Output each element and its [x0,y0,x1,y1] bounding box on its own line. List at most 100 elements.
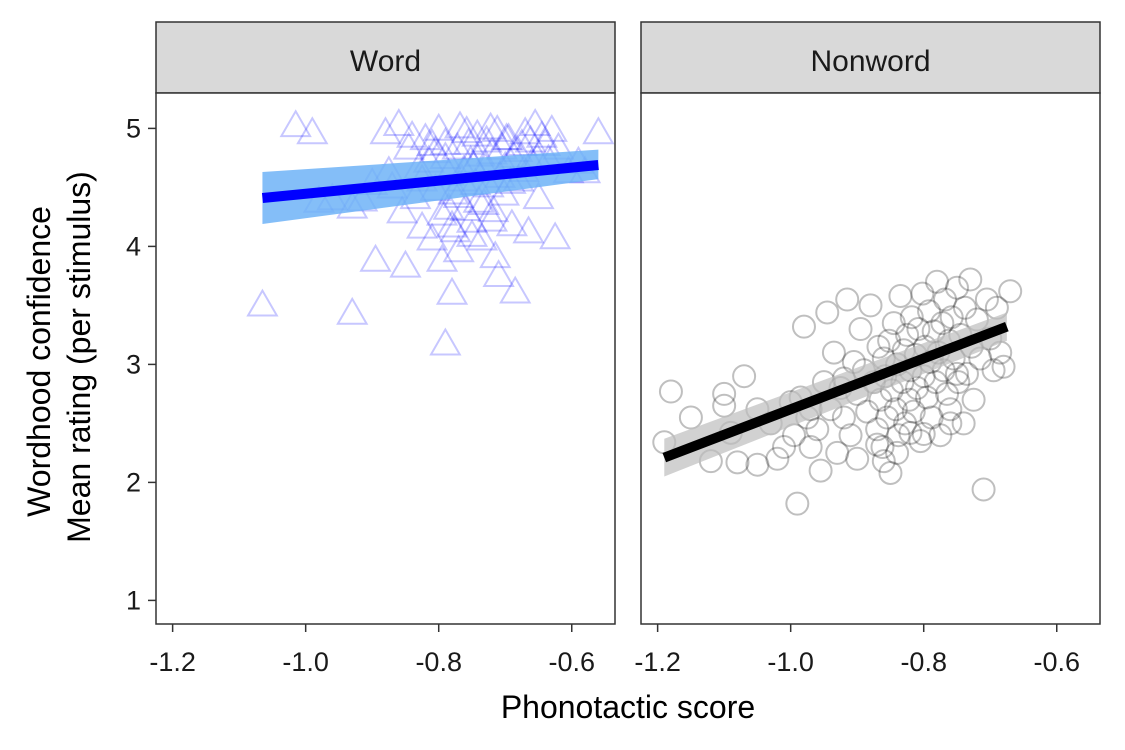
x-axis-title: Phonotactic score [501,689,755,725]
data-point [441,131,474,160]
data-point [422,112,455,141]
data-point [765,446,790,471]
data-point [443,110,477,139]
data-point [855,399,880,424]
data-point [432,191,465,220]
data-point [885,440,910,465]
data-point [465,222,499,251]
data-point [917,299,942,324]
data-point [535,113,568,142]
data-point [785,491,810,516]
data-point [938,397,963,422]
y-axis-title-line-1: Wordhood confidence [21,206,57,517]
x-tick-label: -1.0 [282,647,329,677]
data-point [512,215,545,244]
data-point [450,115,483,144]
data-point [831,405,856,430]
data-point [425,243,459,272]
data-point [888,283,913,308]
data-point [429,327,462,356]
data-point [961,387,986,412]
data-point [848,317,873,341]
data-point [951,411,976,436]
data-point [815,300,840,325]
panel-word: Word -1.2 -1.0 -0.8 -0.6 [149,21,616,677]
data-point [939,305,964,330]
data-point [279,109,312,138]
facet-strip [155,21,616,94]
data-point [946,370,971,395]
data-point [392,131,425,160]
y-tick-label: 4 [126,231,141,261]
data-point [798,435,823,459]
data-point [522,181,555,210]
data-point [425,197,459,226]
data-point [467,187,501,216]
regression-line [662,321,1009,463]
data-point [805,417,830,442]
data-point [481,113,514,142]
data-point [336,296,369,325]
data-point [933,287,958,312]
data-point [538,221,572,250]
data-point [845,446,870,471]
data-point [971,477,996,502]
data-point [455,204,489,233]
data-point [490,122,523,151]
data-point [944,361,969,386]
data-point [821,340,846,365]
data-point [415,222,449,251]
data-point [906,317,931,341]
data-point [470,124,503,153]
data-point [899,305,924,330]
panel-border [155,92,616,625]
data-point [395,119,429,148]
data-point [835,287,860,312]
x-tick-label: -0.6 [548,647,595,677]
data-point [883,397,908,422]
data-point [911,422,936,447]
data-point [296,116,329,145]
data-point [732,364,757,389]
plot-area [641,93,1100,624]
data-point [878,460,903,485]
data-point [877,328,902,353]
data-point [495,208,529,237]
panels: Word -1.2 -1.0 -0.8 -0.6 Nonword -1.2 -1.0 -0.8 -… [149,21,1101,677]
data-point [415,128,449,157]
facet-strip-label: Nonword [810,45,930,78]
panel-nonword: Nonword -1.2 -1.0 -0.8 -0.6 [634,21,1101,677]
data-point [930,311,955,336]
data-point [808,458,833,483]
data-point [519,108,552,136]
data-point [712,381,737,406]
regression-line [261,160,599,203]
data-point [582,116,615,145]
data-point [409,122,442,151]
data-point [452,126,485,155]
data-point [359,243,392,272]
data-point [881,311,906,336]
x-tick-label: -0.8 [415,647,462,677]
data-point [439,214,472,243]
x-tick-label: -1.2 [634,647,681,677]
data-point [477,194,510,223]
data-point [871,449,896,474]
data-point [475,203,509,232]
x-tick-label: -1.2 [149,647,196,677]
data-point [838,423,863,448]
data-point [898,420,923,445]
data-point [998,279,1023,304]
data-point [725,450,750,475]
data-point [866,334,891,359]
data-point [791,314,816,339]
data-point [944,275,969,300]
data-point [461,118,494,147]
data-point [385,195,419,224]
data-point [509,116,542,145]
data-point [886,423,911,448]
data-point [492,122,525,151]
data-point [389,249,422,278]
data-point [915,385,940,410]
facet-strip-label: Word [350,45,421,78]
